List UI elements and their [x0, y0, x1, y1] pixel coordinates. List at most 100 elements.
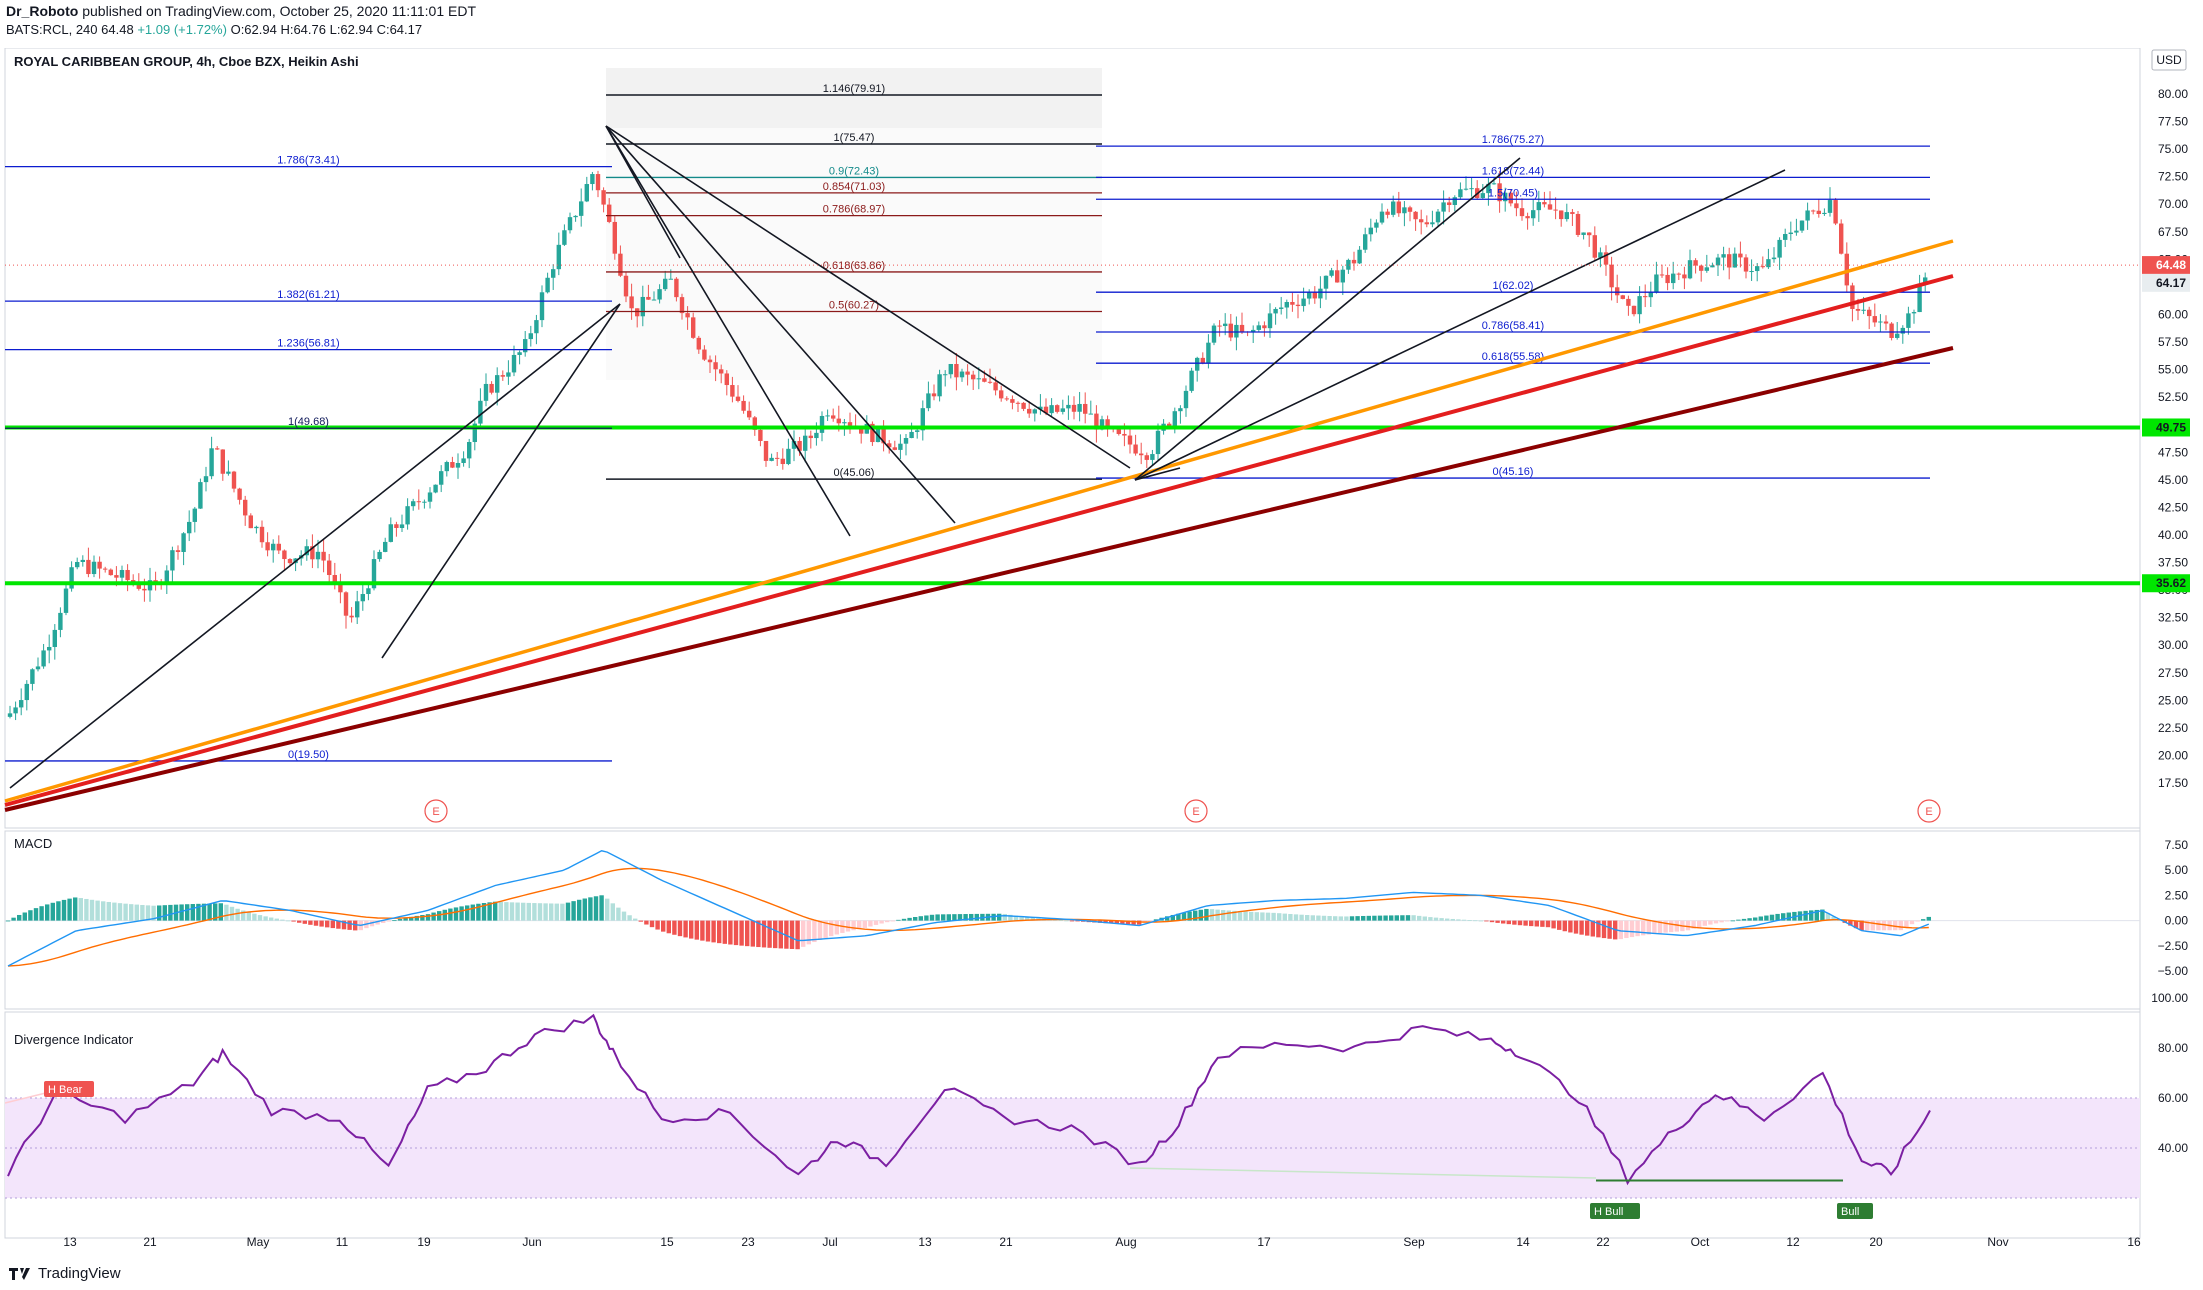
- candle-body: [472, 423, 477, 443]
- candle-body: [635, 308, 640, 317]
- candle-body: [170, 550, 175, 571]
- fib-lines: 1.786(73.41) 1.382(61.21) 1.236(56.81) 1(49…: [5, 83, 2140, 762]
- candle-body: [147, 580, 153, 591]
- candle-body: [1346, 259, 1351, 270]
- candle-body: [24, 683, 29, 701]
- candle-body: [948, 363, 953, 375]
- candle-body: [91, 561, 97, 575]
- support-badge-lower-box: [2142, 574, 2190, 593]
- macd-histogram-bar: [694, 920, 699, 940]
- macd-histogram-bar: [1730, 920, 1735, 922]
- macd-histogram-bar: [1013, 915, 1019, 921]
- candle-body: [1357, 249, 1362, 264]
- candle-body: [836, 418, 841, 424]
- candle-body: [1251, 329, 1256, 332]
- macd-histogram-bar: [1069, 920, 1075, 922]
- candle-body: [1385, 211, 1390, 215]
- macd-histogram-bar: [1422, 916, 1427, 921]
- candle-body: [1273, 308, 1278, 314]
- candle-body: [1234, 324, 1239, 338]
- macd-histogram-bar: [1019, 916, 1024, 921]
- earnings-marker: [1917, 799, 1941, 823]
- candle-body: [495, 375, 500, 393]
- macd-histogram-bar: [375, 920, 380, 925]
- candle-body: [1508, 192, 1513, 204]
- divergence-axis[interactable]: 100.00 80.00 60.00 40.00: [2151, 991, 2188, 1155]
- candle-body: [1363, 234, 1368, 250]
- candle-body: [1654, 274, 1659, 293]
- candle-body: [646, 296, 651, 300]
- macd-histogram-bar: [285, 920, 291, 922]
- macd-histogram-bar: [941, 914, 946, 921]
- currency-button[interactable]: [2151, 49, 2187, 71]
- chart-canvas[interactable]: ROYAL CARIBBEAN GROUP, 4h, Cboe BZX, Hei…: [0, 48, 2203, 1260]
- macd-histogram-bar: [1232, 910, 1237, 921]
- price-tick-label: 55.00: [2158, 363, 2188, 377]
- divergence-title: Divergence Indicator: [14, 1032, 134, 1047]
- price-tick-label: 27.50: [2158, 666, 2188, 680]
- last-price-text: 64.48: [101, 22, 134, 37]
- author-name[interactable]: Dr_Roboto: [6, 3, 79, 19]
- last-price-badge: 64.48: [2156, 258, 2186, 272]
- candle-body: [842, 422, 847, 424]
- bull-divergence-label-2: Bull: [1841, 1206, 1859, 1218]
- candle-body: [1206, 342, 1211, 363]
- bull-divergence-label-1: H Bull: [1594, 1206, 1623, 1218]
- macd-histogram-bar: [269, 917, 274, 921]
- macd-histogram-bar: [963, 914, 968, 921]
- candle-body: [231, 471, 237, 489]
- macd-histogram-bar: [213, 903, 218, 921]
- macd-histogram-bar: [241, 910, 246, 921]
- tradingview-icon: [9, 1268, 30, 1280]
- macd-histogram-bar: [997, 913, 1002, 921]
- candle-body: [1413, 211, 1418, 220]
- candle-body: [562, 230, 567, 245]
- macd-histogram-bar: [1176, 913, 1181, 921]
- macd-histogram-bar: [1193, 910, 1198, 921]
- macd-histogram-bar: [308, 920, 313, 925]
- macd-histogram-bar: [1786, 912, 1791, 921]
- macd-histogram-bar: [722, 920, 727, 944]
- macd-histogram-bar: [1445, 918, 1450, 921]
- candle-body: [1127, 435, 1133, 445]
- macd-axis[interactable]: 7.50 5.00 2.50 0.00 −2.50 −5.00: [2158, 838, 2189, 978]
- candle-body: [663, 278, 668, 290]
- macd-title: MACD: [14, 836, 52, 851]
- macd-histogram-bar: [1120, 920, 1125, 925]
- candle-body: [237, 488, 242, 500]
- macd-histogram-bar: [207, 903, 212, 921]
- macd-histogram-bar: [1814, 909, 1819, 921]
- macd-histogram-bar: [1853, 920, 1859, 929]
- candle-body: [1480, 193, 1485, 198]
- candle-body: [1822, 212, 1827, 214]
- candle-body: [1021, 402, 1026, 409]
- macd-histogram-bar: [560, 903, 565, 921]
- macd-histogram-bar: [1344, 916, 1349, 921]
- macd-histogram-bar: [1685, 920, 1691, 931]
- candle-body: [982, 378, 987, 382]
- candle-body: [1883, 321, 1889, 324]
- candle-body: [1497, 183, 1502, 202]
- macd-histogram-bar: [425, 914, 431, 921]
- candle-body: [47, 646, 52, 651]
- macd-histogram-bar: [689, 920, 694, 939]
- candle-body: [1671, 273, 1676, 284]
- macd-histogram-bar: [773, 920, 778, 949]
- candle-body: [847, 422, 853, 426]
- macd-histogram-bar: [185, 904, 190, 921]
- macd-histogram-bar: [1747, 918, 1752, 921]
- candle-body: [125, 569, 130, 581]
- candle-body: [814, 432, 819, 439]
- macd-histogram-bar: [420, 915, 425, 921]
- macd-histogram-bar: [145, 905, 151, 921]
- macd-histogram-bar: [924, 915, 929, 921]
- macd-histogram-bar: [1921, 919, 1926, 921]
- time-axis[interactable]: 13 21 May 11 19 Jun 15 23 Jul 13 21 Aug 17 Sep 14 22 Oct…: [63, 1235, 2141, 1249]
- candle-body: [80, 559, 85, 562]
- candle-body: [511, 354, 517, 373]
- macd-histogram-bar: [353, 920, 358, 931]
- close-price-badge-box: [2142, 273, 2190, 292]
- macd-histogram-bar: [834, 920, 839, 935]
- candle-body: [276, 543, 281, 551]
- tradingview-logo[interactable]: TradingView: [8, 1262, 121, 1284]
